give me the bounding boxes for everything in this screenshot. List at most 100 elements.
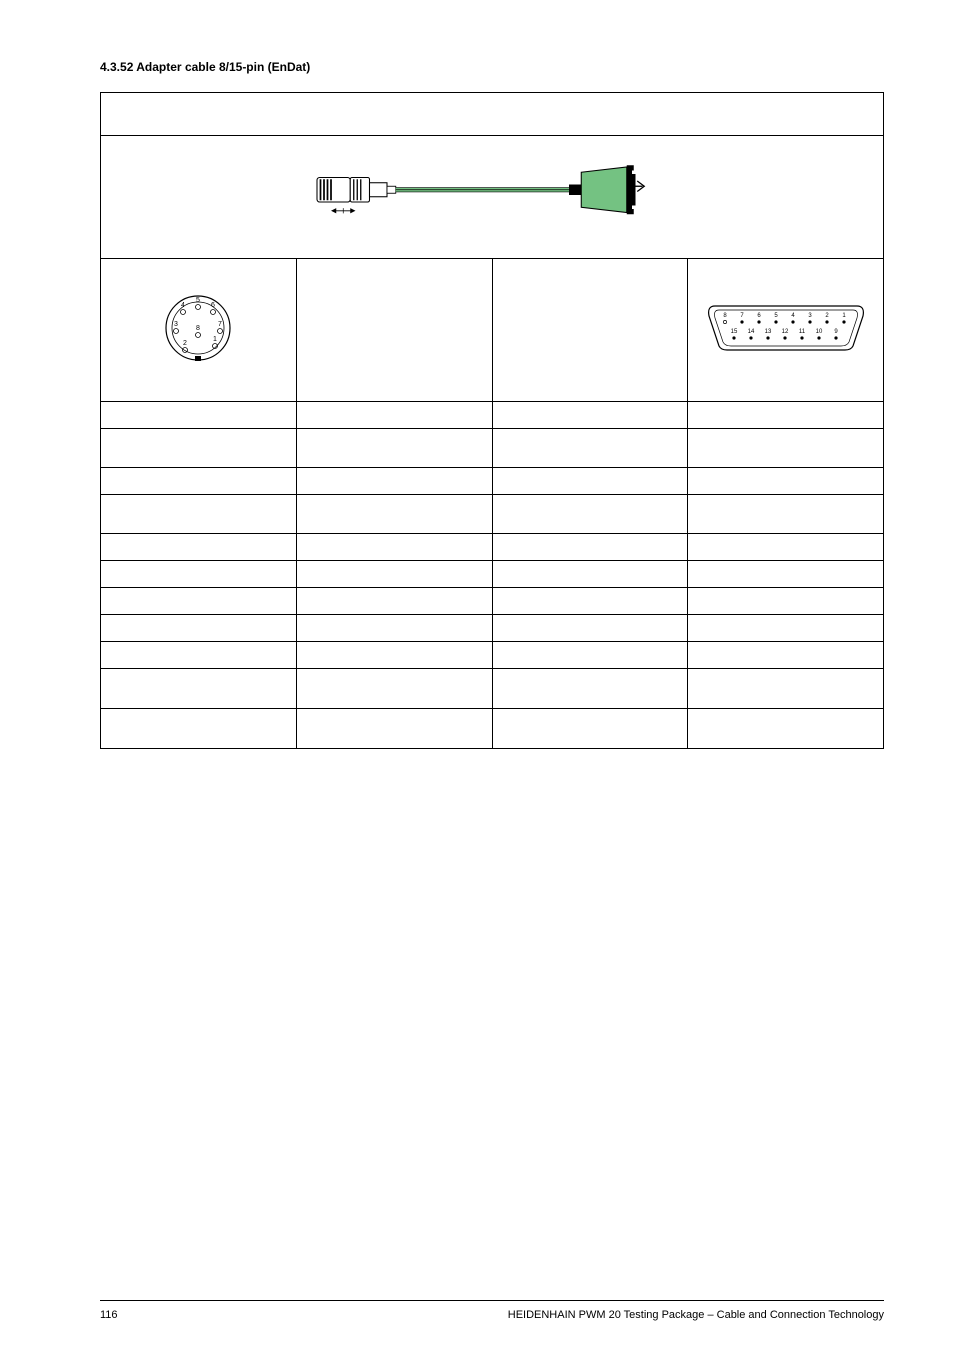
cell [492,402,688,429]
cell [688,669,884,709]
cell [101,468,297,495]
key-notch-icon [195,356,201,361]
plug-right-strain-icon [569,184,581,195]
svg-text:2: 2 [825,313,829,319]
table-row [101,642,884,669]
pinout-table: 1 2 3 4 5 6 7 8 [100,92,884,749]
plug-left-shell-icon [317,177,350,202]
empty-cell [296,259,492,402]
page-container: 4.3.52 Adapter cable 8/15-pin (EnDat) [0,0,954,1351]
section-heading: 4.3.52 Adapter cable 8/15-pin (EnDat) [100,60,884,74]
cell [492,468,688,495]
cell [688,561,884,588]
cell [296,561,492,588]
cell [688,429,884,468]
cell [101,402,297,429]
dsub-top-row: 8 7 6 5 4 3 2 1 [723,313,846,324]
cell [296,468,492,495]
cell [101,669,297,709]
cell [101,709,297,749]
page-footer: 116 HEIDENHAIN PWM 20 Testing Package – … [100,1300,884,1321]
cell [492,588,688,615]
cell [492,495,688,534]
page-number: 116 [100,1309,118,1321]
table-header-cell [101,93,884,136]
cell [101,495,297,534]
svg-text:5: 5 [774,313,778,319]
svg-text:6: 6 [757,313,761,319]
svg-text:7: 7 [218,321,222,328]
cell [296,495,492,534]
svg-text:3: 3 [808,313,812,319]
cell [296,615,492,642]
table-row [101,669,884,709]
cell [101,534,297,561]
svg-text:2: 2 [183,340,187,347]
cell [688,615,884,642]
table-row [101,588,884,615]
table-header-row [101,93,884,136]
cable-diagram-cell [101,136,884,259]
cell [296,402,492,429]
connector-8pin-cell: 1 2 3 4 5 6 7 8 [101,259,297,402]
svg-text:4: 4 [181,302,185,309]
svg-text:15: 15 [730,329,737,335]
cell [492,615,688,642]
svg-text:12: 12 [781,329,788,335]
svg-text:9: 9 [834,329,838,335]
table-row [101,429,884,468]
svg-text:1: 1 [842,313,846,319]
svg-text:10: 10 [815,329,822,335]
svg-text:4: 4 [791,313,795,319]
cell [688,588,884,615]
table-row [101,534,884,561]
svg-text:1: 1 [213,336,217,343]
cell [296,429,492,468]
cell [688,709,884,749]
cell [101,588,297,615]
plug-right-body-icon [581,167,627,213]
section-number: 4.3.52 [100,60,133,74]
cell [688,495,884,534]
svg-text:11: 11 [799,329,806,335]
table-row [101,402,884,429]
table-row [101,709,884,749]
cell [688,468,884,495]
footer-doc-title: HEIDENHAIN PWM 20 Testing Package – Cabl… [508,1309,884,1321]
svg-text:13: 13 [764,329,771,335]
cell [688,534,884,561]
cable-diagram-svg [262,160,722,230]
svg-text:7: 7 [740,313,744,319]
cell [101,642,297,669]
svg-text:8: 8 [196,325,200,332]
table-row [101,561,884,588]
cell [101,429,297,468]
table-row [101,495,884,534]
cell [296,642,492,669]
cell [492,642,688,669]
cell [101,615,297,642]
table-row [101,615,884,642]
svg-text:14: 14 [747,329,754,335]
table-row [101,468,884,495]
cable-diagram-row [101,136,884,259]
cell [296,534,492,561]
section-title-text: Adapter cable 8/15-pin (EnDat) [136,60,310,74]
cell [296,709,492,749]
pin-group: 1 2 3 4 5 6 7 8 [174,297,223,353]
cell [492,429,688,468]
cell [492,709,688,749]
empty-cell [492,259,688,402]
cell [492,669,688,709]
cell [492,534,688,561]
cell [101,561,297,588]
cell [296,669,492,709]
svg-text:3: 3 [174,321,178,328]
connector-15pin-cell: 8 7 6 5 4 3 2 1 15 14 13 12 [688,259,884,402]
svg-text:5: 5 [196,297,200,304]
dsub-bottom-row: 15 14 13 12 11 10 9 [730,329,838,340]
svg-text:8: 8 [723,313,727,319]
connector-8pin-icon: 1 2 3 4 5 6 7 8 [153,283,243,373]
plug-left-ext-icon [370,182,388,196]
connector-face-row: 1 2 3 4 5 6 7 8 [101,259,884,402]
